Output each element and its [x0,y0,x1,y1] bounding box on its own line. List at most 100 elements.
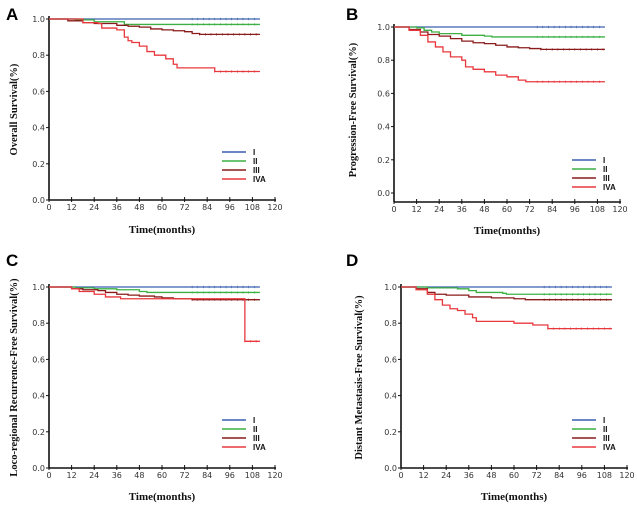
x-tick-label: 60 [509,471,519,480]
x-tick-label: 36 [464,471,474,480]
x-tick-label: 24 [434,205,444,214]
x-tick-label: 96 [577,471,587,480]
x-tick-label: 84 [202,471,212,480]
x-tick-label: 36 [112,471,122,480]
x-tick-label: 24 [89,471,99,480]
x-tick-label: 48 [486,471,496,480]
y-tick-label: 0.8 [384,319,397,328]
series-iva-curve [49,18,260,73]
legend-label-iva: IVA [603,183,616,192]
x-tick-label: 120 [267,203,282,212]
series-iii-curve [49,286,260,301]
legend-label-iva: IVA [253,443,266,452]
x-tick-label: 0 [46,471,51,480]
x-tick-label: 0 [46,203,51,212]
x-tick-label: 84 [554,471,564,480]
x-tick-label: 84 [202,203,212,212]
y-tick-label: 0.6 [377,89,390,98]
y-tick-label: 0.0 [32,464,45,473]
y-tick-label: 0.2 [32,428,45,437]
series-iva-curve [394,26,605,83]
x-axis-label: Time(months) [474,225,541,237]
x-tick-label: 60 [502,205,512,214]
legend-label-iii: III [603,434,610,443]
series-iii-curve [49,18,260,36]
x-axis-label: Time(months) [129,224,196,236]
legend-label-iva: IVA [253,175,266,184]
x-tick-label: 72 [180,203,190,212]
y-tick-label: 0.8 [32,51,45,60]
y-tick-label: 0.0 [32,196,45,205]
series-iva-curve [401,286,612,330]
x-tick-label: 96 [570,205,580,214]
panel-c: C 0 12 24 36 48 60 72 84 96 108 120 0.0 0.2 0.4 0.6 0.8 1… [6,251,283,503]
x-tick-label: 108 [245,203,260,212]
x-tick-label: 48 [134,471,144,480]
x-tick-label: 96 [225,471,235,480]
y-tick-label: 0.6 [384,355,397,364]
y-tick-label: 0.2 [384,428,397,437]
panel-letter: B [346,5,358,24]
x-tick-label: 0 [391,205,396,214]
x-tick-label: 72 [525,205,535,214]
x-tick-label: 24 [89,203,99,212]
x-tick-label: 120 [612,205,627,214]
x-tick-label: 72 [180,471,190,480]
x-tick-label: 108 [245,471,260,480]
y-tick-label: 0.8 [32,319,45,328]
y-tick-label: 0.8 [377,56,390,65]
y-tick-label: 1.0 [377,23,390,32]
series-iii-curve [401,286,612,301]
series-ii-curve [49,286,260,294]
panel-letter: C [6,251,18,270]
x-tick-label: 12 [67,471,77,480]
x-tick-label: 48 [134,203,144,212]
x-tick-label: 84 [547,205,557,214]
legend-label-i: I [253,416,255,425]
y-axis-label: Distant Metastasis-Free Survival(%) [354,295,365,460]
y-tick-label: 1.0 [384,283,397,292]
x-tick-label: 120 [619,471,634,480]
y-tick-label: 0.0 [384,464,397,473]
y-tick-label: 0.4 [32,124,45,133]
x-tick-label: 24 [441,471,451,480]
legend-label-iii: III [603,174,610,183]
x-tick-label: 72 [532,471,542,480]
x-tick-label: 120 [267,471,282,480]
legend-label-i: I [603,416,605,425]
panel-letter: A [6,5,18,24]
y-axis-label: Overall Survival(%) [9,63,20,155]
x-tick-label: 12 [412,205,422,214]
panel-d: D 0 12 24 36 48 60 72 84 96 108 120 0.0 0.2 0.4 0.6 0.8 1… [346,251,635,503]
x-tick-label: 12 [419,471,429,480]
legend-label-ii: II [603,165,607,174]
y-tick-label: 1.0 [32,15,45,24]
panel-b: B 0 12 24 36 48 60 72 84 96 108 120 0.0 0.2 0.4 0.6 0.8 1… [346,5,628,237]
y-tick-label: 0.4 [384,392,397,401]
series-iii-curve [394,26,605,51]
legend-label-iii: III [253,166,260,175]
panel-letter: D [346,251,358,270]
x-axis-label: Time(months) [129,491,196,503]
y-tick-label: 0.2 [377,156,390,165]
x-tick-label: 36 [112,203,122,212]
series-ii-curve [394,26,605,38]
x-tick-label: 48 [479,205,489,214]
x-tick-label: 12 [67,203,77,212]
series-ii-curve [49,18,260,26]
legend-label-i: I [603,156,605,165]
y-tick-label: 0.6 [32,87,45,96]
legend-label-iii: III [253,434,260,443]
y-tick-label: 0.6 [32,355,45,364]
y-axis-label: Progression-Free Survival(%) [348,42,359,177]
legend-label-ii: II [253,157,257,166]
y-tick-label: 0.4 [377,123,390,132]
x-tick-label: 60 [157,203,167,212]
x-tick-label: 60 [157,471,167,480]
x-tick-label: 0 [398,471,403,480]
y-tick-label: 1.0 [32,283,45,292]
